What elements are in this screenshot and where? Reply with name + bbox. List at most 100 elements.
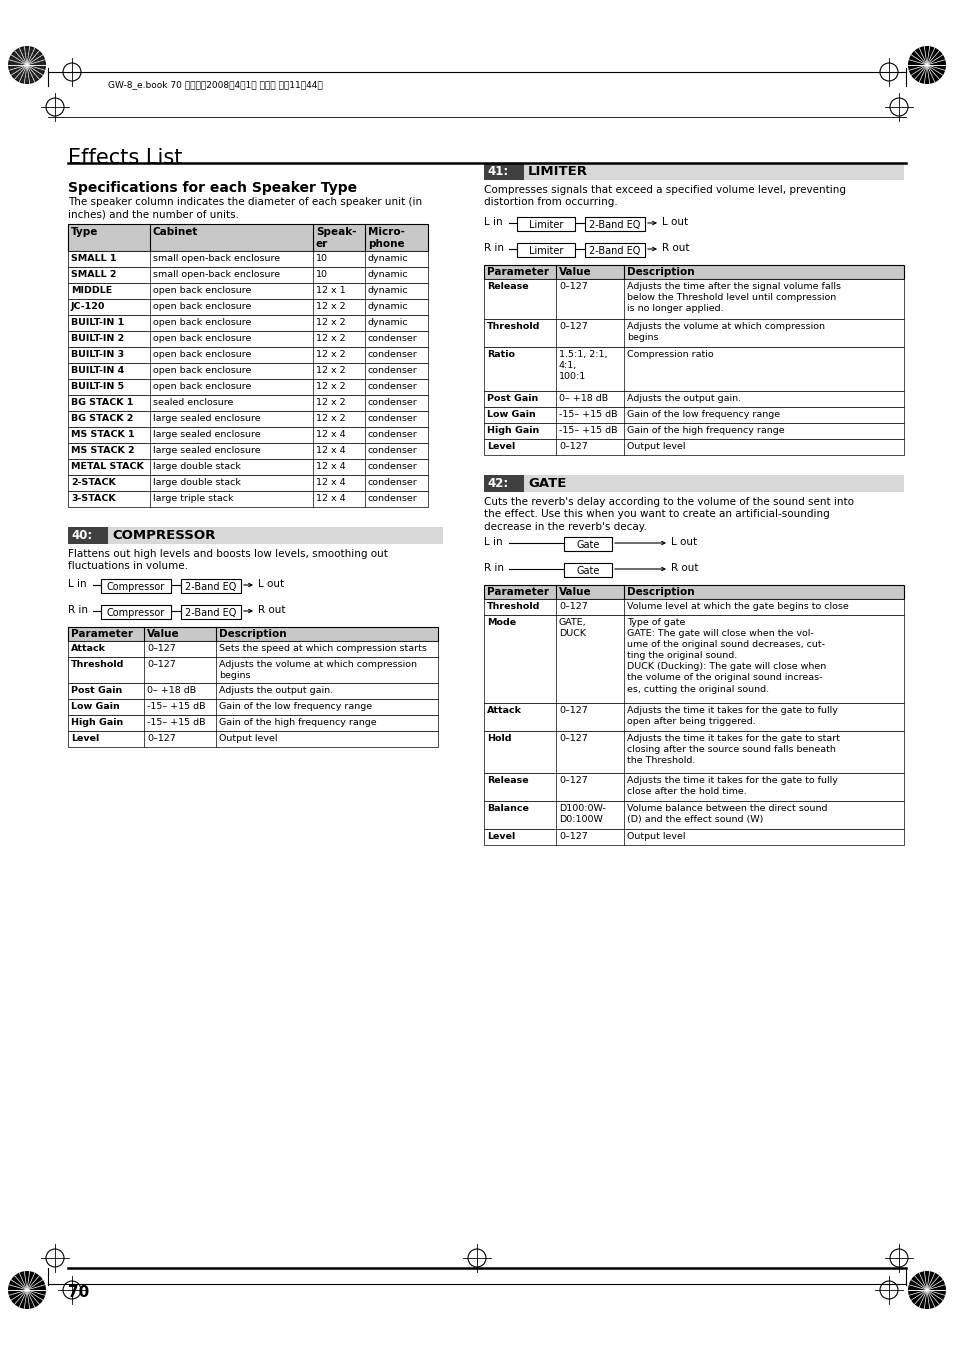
- Text: Adjusts the output gain.: Adjusts the output gain.: [219, 686, 333, 694]
- Bar: [483, 703, 903, 731]
- Text: 12 x 2: 12 x 2: [315, 350, 345, 359]
- Text: BUILT-IN 5: BUILT-IN 5: [71, 382, 124, 390]
- Text: 70: 70: [68, 1285, 90, 1300]
- Text: dynamic: dynamic: [368, 254, 408, 263]
- Text: 0–127: 0–127: [558, 603, 587, 611]
- Text: 12 x 4: 12 x 4: [315, 462, 345, 471]
- Bar: [181, 605, 241, 619]
- Text: Ratio: Ratio: [486, 350, 515, 359]
- Text: 0– +18 dB: 0– +18 dB: [558, 394, 607, 403]
- Bar: [68, 490, 428, 507]
- Text: Micro-
phone: Micro- phone: [368, 227, 404, 250]
- Text: 0–127: 0–127: [558, 707, 587, 715]
- Text: Level: Level: [486, 832, 515, 842]
- Text: Value: Value: [147, 630, 179, 639]
- Text: -15– +15 dB: -15– +15 dB: [558, 426, 617, 435]
- Text: small open-back enclosure: small open-back enclosure: [152, 270, 280, 280]
- Bar: [68, 411, 428, 427]
- Text: large double stack: large double stack: [152, 478, 240, 486]
- Text: Level: Level: [486, 442, 515, 451]
- Text: 0–127: 0–127: [558, 322, 587, 331]
- Text: 12 x 4: 12 x 4: [315, 494, 345, 503]
- Text: Threshold: Threshold: [486, 603, 539, 611]
- Text: 0– +18 dB: 0– +18 dB: [147, 686, 196, 694]
- Text: 12 x 2: 12 x 2: [315, 413, 345, 423]
- Text: 12 x 2: 12 x 2: [315, 303, 345, 311]
- Circle shape: [907, 46, 945, 84]
- Text: BG STACK 2: BG STACK 2: [71, 413, 133, 423]
- Text: 40:: 40:: [71, 530, 92, 542]
- Text: 2-Band EQ: 2-Band EQ: [589, 220, 640, 230]
- Text: Balance: Balance: [486, 804, 528, 813]
- Text: Adjusts the time it takes for the gate to start
closing after the source sound f: Adjusts the time it takes for the gate t…: [626, 734, 840, 765]
- Bar: [68, 315, 428, 331]
- Text: High Gain: High Gain: [486, 426, 538, 435]
- Bar: [68, 363, 428, 380]
- Text: SMALL 2: SMALL 2: [71, 270, 116, 280]
- Text: 12 x 2: 12 x 2: [315, 334, 345, 343]
- Text: LIMITER: LIMITER: [527, 165, 587, 178]
- Text: dynamic: dynamic: [368, 286, 408, 295]
- Text: open back enclosure: open back enclosure: [152, 350, 251, 359]
- Bar: [68, 427, 428, 443]
- Bar: [483, 476, 903, 492]
- Text: Post Gain: Post Gain: [486, 394, 537, 403]
- Bar: [517, 218, 575, 231]
- Text: Low Gain: Low Gain: [486, 409, 536, 419]
- Bar: [68, 684, 437, 698]
- Text: Description: Description: [219, 630, 286, 639]
- Text: BUILT-IN 3: BUILT-IN 3: [71, 350, 124, 359]
- Bar: [68, 476, 428, 490]
- Text: SMALL 1: SMALL 1: [71, 254, 116, 263]
- Bar: [68, 251, 428, 267]
- Text: Effects List: Effects List: [68, 149, 182, 168]
- Text: -15– +15 dB: -15– +15 dB: [147, 717, 205, 727]
- Text: R in: R in: [483, 243, 503, 253]
- Text: Parameter: Parameter: [486, 267, 548, 277]
- Text: 12 x 4: 12 x 4: [315, 446, 345, 455]
- Text: Volume level at which the gate begins to close: Volume level at which the gate begins to…: [626, 603, 848, 611]
- Text: Gain of the high frequency range: Gain of the high frequency range: [219, 717, 376, 727]
- Text: condenser: condenser: [368, 334, 417, 343]
- Text: sealed enclosure: sealed enclosure: [152, 399, 233, 407]
- Bar: [483, 423, 903, 439]
- Text: 12 x 4: 12 x 4: [315, 430, 345, 439]
- Text: 10: 10: [315, 254, 328, 263]
- Bar: [483, 830, 903, 844]
- Text: -15– +15 dB: -15– +15 dB: [558, 409, 617, 419]
- Bar: [68, 459, 428, 476]
- Text: Output level: Output level: [626, 442, 685, 451]
- Text: BUILT-IN 2: BUILT-IN 2: [71, 334, 124, 343]
- Text: R out: R out: [661, 243, 689, 253]
- Text: 0–127: 0–127: [147, 661, 175, 669]
- Text: L in: L in: [68, 580, 87, 589]
- Text: Attack: Attack: [486, 707, 521, 715]
- Text: L in: L in: [483, 218, 502, 227]
- Bar: [68, 224, 428, 251]
- Text: 0–127: 0–127: [147, 644, 175, 653]
- Text: Adjusts the time it takes for the gate to fully
close after the hold time.: Adjusts the time it takes for the gate t…: [626, 775, 837, 796]
- Circle shape: [8, 1271, 46, 1309]
- Bar: [483, 390, 903, 407]
- Text: Release: Release: [486, 775, 528, 785]
- Bar: [563, 536, 612, 551]
- Text: L out: L out: [257, 580, 284, 589]
- Text: Attack: Attack: [71, 644, 106, 653]
- Text: GW-8_e.book 70 ページ　2008年4月1日 火曜日 午前11時44分: GW-8_e.book 70 ページ 2008年4月1日 火曜日 午前11時44…: [108, 80, 322, 89]
- Text: 12 x 2: 12 x 2: [315, 317, 345, 327]
- Text: condenser: condenser: [368, 494, 417, 503]
- Text: 0–127: 0–127: [558, 442, 587, 451]
- Text: Hold: Hold: [486, 734, 511, 743]
- Text: condenser: condenser: [368, 382, 417, 390]
- Text: Description: Description: [626, 267, 694, 277]
- Bar: [68, 731, 437, 747]
- Bar: [584, 218, 644, 231]
- Bar: [483, 163, 523, 180]
- Text: -15– +15 dB: -15– +15 dB: [147, 703, 205, 711]
- Text: 0–127: 0–127: [558, 775, 587, 785]
- Bar: [68, 331, 428, 347]
- Bar: [483, 347, 903, 390]
- Bar: [483, 280, 903, 319]
- Text: 2-Band EQ: 2-Band EQ: [589, 246, 640, 255]
- Text: 0–127: 0–127: [558, 734, 587, 743]
